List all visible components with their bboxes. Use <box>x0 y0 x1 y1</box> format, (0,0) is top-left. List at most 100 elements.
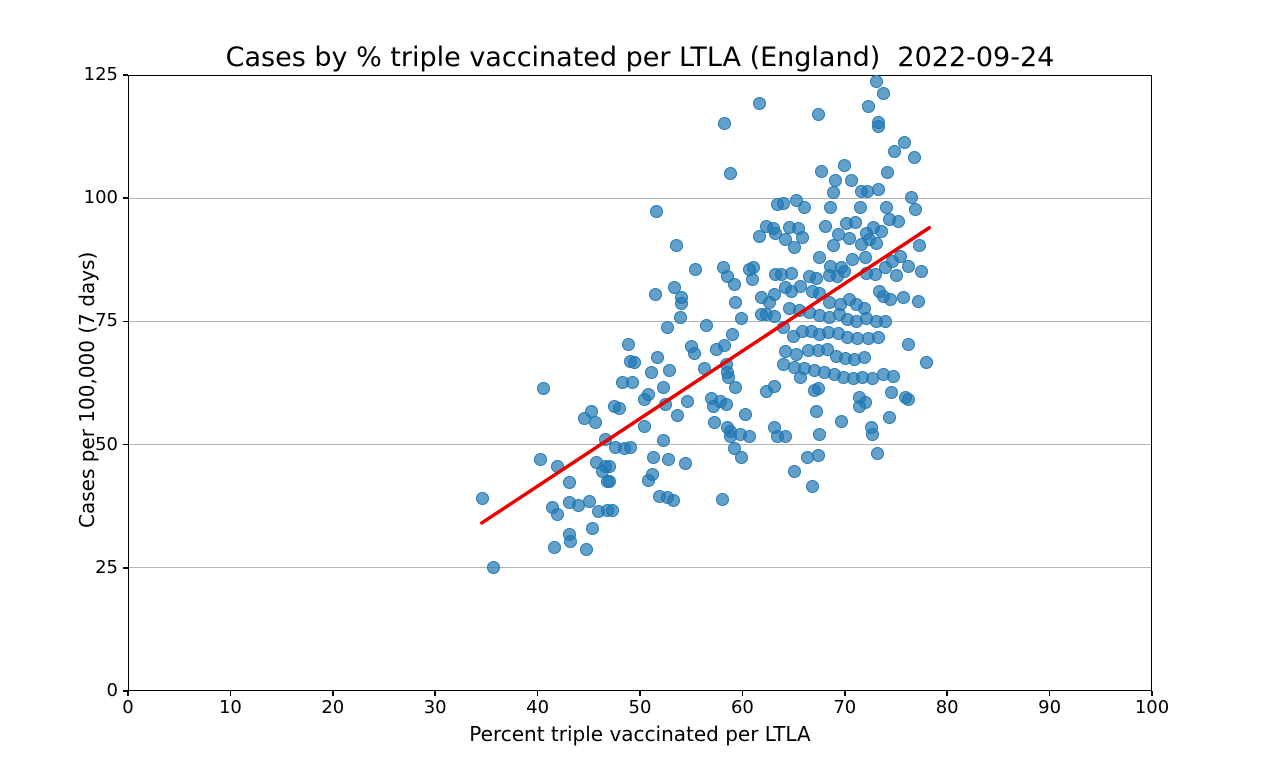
x-axis-tick <box>639 691 641 696</box>
scatter-point <box>871 119 885 133</box>
scatter-point <box>902 393 916 407</box>
scatter-point <box>787 241 801 255</box>
x-tick-label: 0 <box>122 697 134 718</box>
scatter-point <box>871 182 885 196</box>
scatter-point <box>645 366 659 380</box>
scatter-point <box>563 475 577 489</box>
scatter-point <box>660 321 674 335</box>
scatter-point <box>894 249 908 263</box>
scatter-point <box>886 369 900 383</box>
scatter-point <box>837 158 851 172</box>
x-tick-label: 40 <box>526 697 550 718</box>
scatter-point <box>810 404 824 418</box>
scatter-point <box>855 238 869 252</box>
x-tick-label: 30 <box>423 697 447 718</box>
y-gridline <box>129 444 1151 446</box>
scatter-point <box>674 297 688 311</box>
scatter-point <box>813 251 827 265</box>
scatter-point <box>902 259 916 273</box>
scatter-point <box>728 277 742 291</box>
y-gridline <box>129 197 1151 199</box>
scatter-point <box>890 268 904 282</box>
scatter-point <box>582 494 596 508</box>
scatter-point <box>845 252 859 266</box>
trend-line-layer <box>480 226 932 525</box>
scatter-point <box>902 338 916 352</box>
y-tick-label: 50 <box>95 433 118 455</box>
scatter-point <box>898 136 912 150</box>
scatter-point <box>735 450 749 464</box>
scatter-point <box>588 415 602 429</box>
scatter-point <box>812 107 826 121</box>
x-tick-label: 80 <box>935 697 959 718</box>
scatter-point <box>689 263 703 277</box>
scatter-point <box>911 294 925 308</box>
y-axis-label: Cases per 100,000 (7 days) <box>75 251 99 528</box>
x-axis-tick <box>1151 691 1153 696</box>
scatter-point <box>819 219 833 233</box>
scatter-point <box>854 200 868 214</box>
scatter-point <box>812 448 826 462</box>
scatter-point <box>752 96 766 110</box>
scatter-point <box>880 165 894 179</box>
scatter-point <box>717 117 731 131</box>
x-tick-label: 70 <box>833 697 857 718</box>
scatter-point <box>670 409 684 423</box>
scatter-point <box>681 394 695 408</box>
scatter-point <box>656 433 670 447</box>
scatter-point <box>858 351 872 365</box>
scatter-point <box>739 408 753 422</box>
scatter-point <box>862 100 876 114</box>
scatter-point <box>868 268 882 282</box>
scatter-point <box>887 145 901 159</box>
scatter-point <box>612 402 626 416</box>
scatter-point <box>603 474 617 488</box>
x-axis-tick <box>536 691 539 696</box>
y-tick-label: 0 <box>106 680 118 701</box>
scatter-point <box>536 382 550 396</box>
scatter-point <box>579 542 593 556</box>
scatter-point <box>745 273 759 286</box>
scatter-point <box>533 452 547 466</box>
scatter-point <box>625 376 639 390</box>
x-axis-tick <box>127 691 129 696</box>
x-tick-label: 100 <box>1134 697 1170 718</box>
y-tick-label: 125 <box>83 64 118 85</box>
scatter-point <box>726 328 740 342</box>
scatter-point <box>919 356 933 370</box>
scatter-point <box>606 504 620 518</box>
scatter-point <box>810 271 824 285</box>
scatter-point <box>476 491 490 505</box>
x-tick-label: 20 <box>321 697 345 718</box>
x-axis-tick <box>946 691 948 696</box>
scatter-point <box>824 200 838 214</box>
scatter-point <box>667 280 681 294</box>
scatter-point <box>826 186 840 200</box>
y-axis-tick <box>123 443 128 446</box>
scatter-point <box>729 295 743 309</box>
scatter-point <box>666 493 680 507</box>
scatter-point <box>871 331 885 345</box>
scatter-point <box>585 521 599 535</box>
scatter-point <box>768 309 782 323</box>
scatter-point <box>837 265 851 279</box>
scatter-point <box>813 428 827 442</box>
scatter-point <box>865 421 879 435</box>
y-tick-label: 100 <box>83 187 118 209</box>
scatter-point <box>771 429 785 443</box>
scatter-point <box>661 452 675 466</box>
scatter-point <box>912 239 926 252</box>
scatter-point <box>722 371 736 385</box>
scatter-point <box>834 414 848 428</box>
x-tick-label: 10 <box>218 697 242 718</box>
scatter-point <box>603 459 617 473</box>
scatter-point <box>649 287 663 301</box>
scatter-point <box>564 534 578 548</box>
scatter-point <box>724 167 738 181</box>
scatter-point <box>874 224 888 238</box>
scatter-point <box>869 236 883 250</box>
x-axis-tick <box>844 691 846 696</box>
scatter-point <box>784 266 798 280</box>
scatter-point <box>878 314 892 328</box>
